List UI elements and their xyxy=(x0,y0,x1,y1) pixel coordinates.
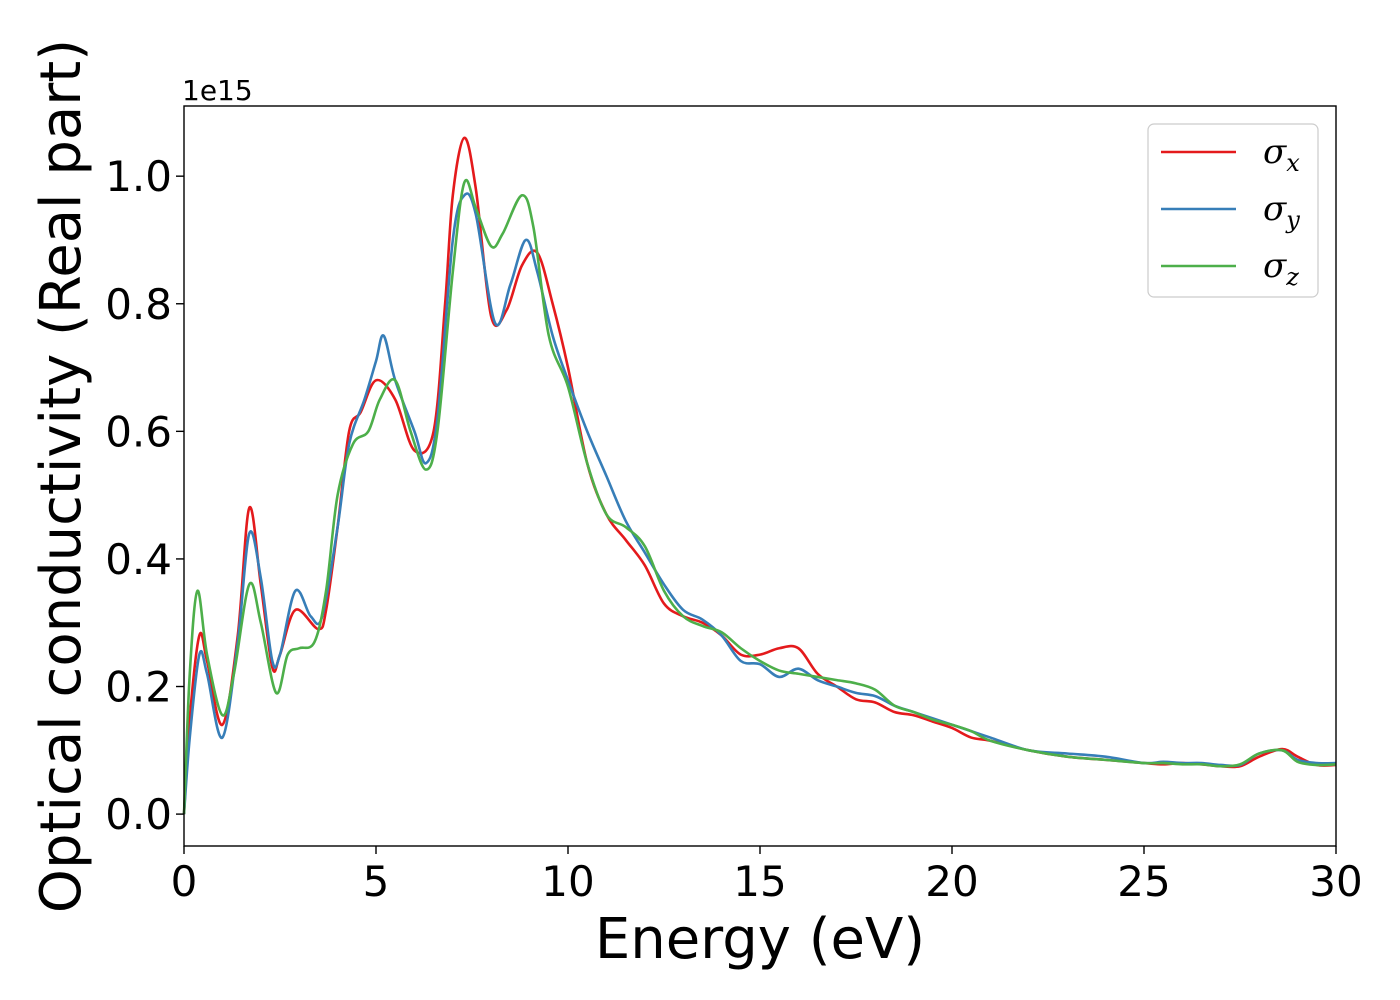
x-tick-label: 10 xyxy=(541,857,594,906)
x-tick-label: 5 xyxy=(363,857,390,906)
legend-label-sigma-y: σy xyxy=(1263,189,1300,234)
legend-label-sigma-z: σz xyxy=(1263,246,1299,291)
y-axis-label: Optical conductivity (Real part) xyxy=(29,39,94,913)
tick-layer: 0 5 10 15 20 25 30 0.0 0.2 0.4 0.6 0.8 1.0 xyxy=(105,152,1363,906)
x-axis-label: Energy (eV) xyxy=(595,907,925,972)
y-tick-label: 0.2 xyxy=(105,663,172,712)
series-line-sigma-y xyxy=(182,192,1337,815)
x-tick-label: 25 xyxy=(1117,857,1170,906)
y-tick-label: 0.0 xyxy=(105,790,172,839)
x-tick-label: 30 xyxy=(1309,857,1362,906)
y-tick-label: 0.6 xyxy=(105,407,172,456)
plot-frame xyxy=(183,105,1337,847)
legend: σx σy σz xyxy=(1147,123,1319,298)
y-tick-label: 0.4 xyxy=(105,535,172,584)
x-tick-label: 0 xyxy=(171,857,198,906)
legend-entries: σx σy σz xyxy=(1161,132,1300,291)
legend-label-sigma-x: σx xyxy=(1263,132,1300,177)
x-tick-label: 20 xyxy=(925,857,978,906)
x-tick-label: 15 xyxy=(733,857,786,906)
y-tick-label: 0.8 xyxy=(105,280,172,329)
y-tick-label: 1.0 xyxy=(105,152,172,201)
y-offset-label: 1e15 xyxy=(182,74,253,107)
series-line-sigma-z xyxy=(182,178,1337,815)
legend-frame xyxy=(1147,123,1319,298)
series-layer xyxy=(182,136,1337,815)
